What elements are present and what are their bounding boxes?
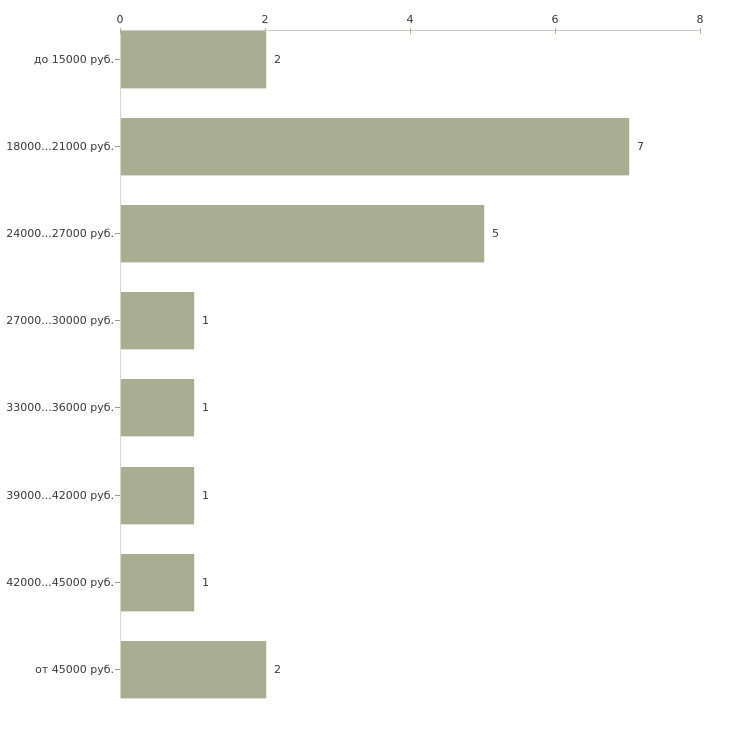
bar [121, 641, 266, 698]
x-axis-tick-label: 2 [261, 13, 269, 26]
x-axis-tick-label: 4 [406, 13, 414, 26]
bar [121, 118, 629, 175]
category-label: 27000...30000 руб. [6, 314, 114, 327]
bar [121, 31, 266, 88]
category-label: 24000...27000 руб. [6, 227, 114, 240]
category-tick-mark [115, 495, 120, 496]
bar [121, 554, 194, 611]
bar [121, 205, 484, 262]
bar-value-label: 1 [202, 489, 209, 502]
x-axis-tick-mark [700, 28, 701, 34]
category-tick-mark [115, 59, 120, 60]
bar-value-label: 1 [202, 314, 209, 327]
category-tick-mark [115, 582, 120, 583]
category-label: 42000...45000 руб. [6, 576, 114, 589]
x-axis-tick-mark [555, 28, 556, 34]
category-tick-mark [115, 146, 120, 147]
bar [121, 379, 194, 436]
bar-value-label: 7 [637, 140, 644, 153]
y-axis-line [120, 30, 121, 698]
x-axis-tick-label: 6 [551, 13, 559, 26]
category-label: до 15000 руб. [33, 53, 114, 66]
x-axis-tick-mark [120, 28, 121, 34]
bar [121, 292, 194, 349]
x-axis-tick-label: 8 [696, 13, 704, 26]
bar-value-label: 1 [202, 576, 209, 589]
bar [121, 467, 194, 524]
x-axis-tick-label: 0 [116, 13, 124, 26]
category-label: 33000...36000 руб. [6, 401, 114, 414]
category-label: 39000...42000 руб. [6, 489, 114, 502]
bar-value-label: 1 [202, 401, 209, 414]
category-label: 18000...21000 руб. [6, 140, 114, 153]
category-tick-mark [115, 407, 120, 408]
bar-value-label: 2 [274, 663, 281, 676]
category-label: от 45000 руб. [35, 663, 114, 676]
x-axis-tick-mark [410, 28, 411, 34]
bar-value-label: 2 [274, 53, 281, 66]
category-tick-mark [115, 669, 120, 670]
category-tick-mark [115, 320, 120, 321]
bar-value-label: 5 [492, 227, 499, 240]
category-tick-mark [115, 233, 120, 234]
